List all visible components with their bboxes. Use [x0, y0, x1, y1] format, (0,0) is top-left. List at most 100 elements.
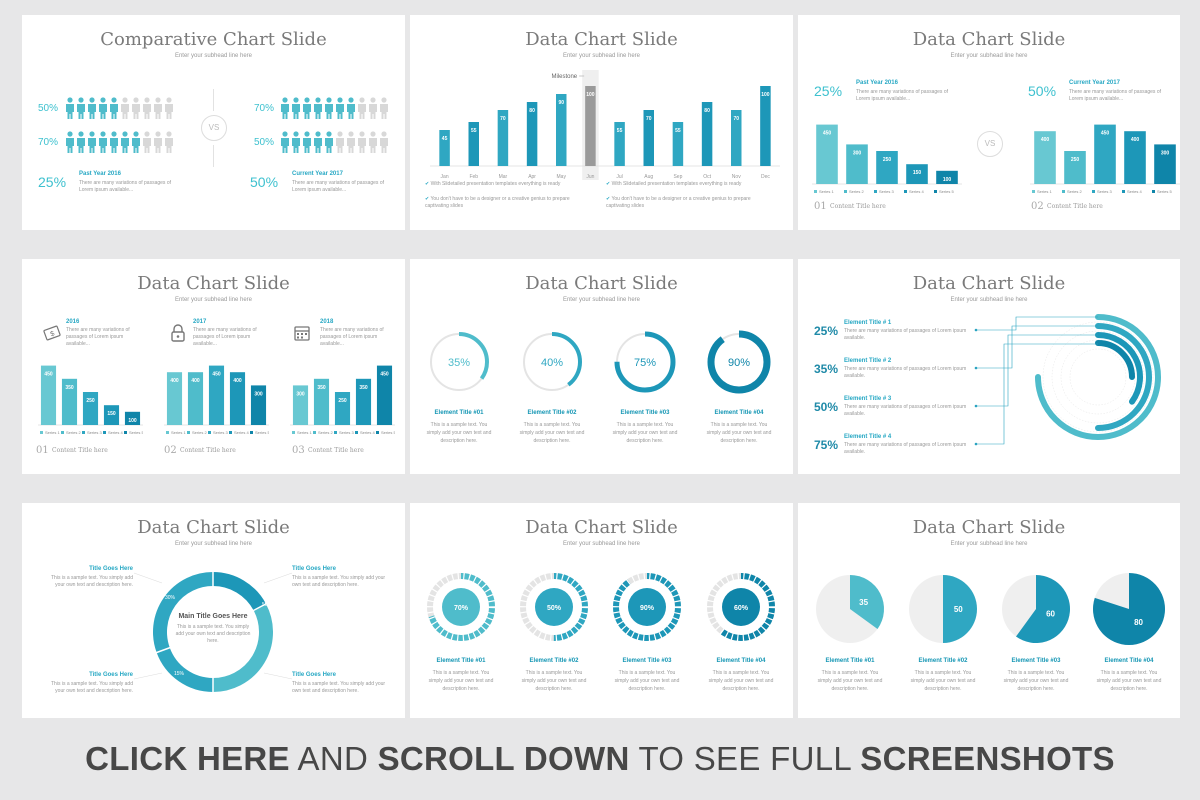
monthly-bar-chart: Milestone 45 Jan 55 Feb 70 Mar 80 Apr 90 May 100 Jun… [430, 70, 780, 180]
bullet-item: ✔ With Slidetailed presentation template… [425, 181, 561, 187]
series-bar-chart: 300 350 250 350 450 Series 1 Series 2 Series 3 S… [290, 365, 395, 435]
element-desc: This is a sample text. You simply add yo… [1003, 670, 1069, 692]
legend-label: Series 3 [339, 430, 354, 435]
ring-ticks [706, 572, 776, 642]
person-icon [325, 97, 333, 119]
footer-call-to-action[interactable]: CLICK HERE AND SCROLL DOWN TO SEE FULL S… [0, 740, 1200, 778]
element-title: Element Title # 1 [844, 320, 892, 326]
percent-label: 35% [814, 362, 839, 376]
bar-value-label: 70 [646, 116, 652, 122]
ring-percent: 90% [640, 605, 655, 612]
x-tick-label: Nov [732, 174, 741, 180]
year-title: 2017 [193, 319, 207, 325]
svg-text:$: $ [49, 330, 55, 338]
bar [760, 86, 771, 166]
slide-radial-bar-chart[interactable]: Data Chart Slide Enter your subhead line… [798, 259, 1180, 474]
person-icon [369, 97, 377, 119]
legend-swatch [187, 431, 190, 434]
corner-desc: This is a sample text. You simply add yo… [292, 575, 386, 588]
legend-label: Series 4 [108, 430, 123, 435]
legend-label: Series 1 [171, 430, 186, 435]
x-tick-label: Jul [616, 174, 622, 180]
row2-percent: 50% [254, 137, 275, 148]
person-icon [358, 97, 366, 119]
bar [846, 144, 868, 184]
content-title: Content Title here [1047, 203, 1103, 210]
slide-pie-charts[interactable]: Data Chart Slide Enter your subhead line… [798, 503, 1180, 718]
bar [816, 124, 838, 184]
slide-dashed-rings[interactable]: Data Chart Slide Enter your subhead line… [410, 503, 793, 718]
legend-swatch [82, 431, 85, 434]
segment-label: 20% [255, 679, 266, 685]
content-title: Content Title here [308, 447, 364, 454]
guide-circle [1069, 348, 1127, 406]
bar-value-label: 400 [233, 378, 242, 384]
slide-donut-chart[interactable]: Data Chart Slide Enter your subhead line… [22, 503, 405, 718]
bar [103, 405, 120, 425]
footer-text: TO SEE FULL [629, 740, 861, 777]
legend-label: Series 2 [318, 430, 333, 435]
bar [229, 372, 246, 425]
slide-comparison-bar-charts[interactable]: Data Chart Slide Enter your subhead line… [798, 15, 1180, 230]
legend-swatch [904, 190, 907, 193]
bar-value-label: 150 [107, 411, 116, 417]
bar [643, 110, 654, 166]
slide-milestone-bar-chart[interactable]: Data Chart Slide Enter your subhead line… [410, 15, 793, 230]
element-title: Element Title #03 [622, 658, 672, 664]
connector-dot [974, 328, 978, 332]
bar [355, 378, 372, 425]
radial-arc [1095, 323, 1152, 431]
series-bar-chart: 400 400 450 400 300 Series 1 Series 2 Series 3 S… [164, 365, 269, 435]
vs-badge: VS [201, 115, 227, 141]
bar [672, 122, 684, 166]
bar-value-label: 90 [558, 100, 564, 106]
series-bar-chart: 450 350 250 150 100 Series 1 Series 2 Series 3 S… [38, 365, 143, 435]
slide-progress-rings[interactable]: Data Chart Slide Enter your subhead line… [410, 259, 793, 474]
bar [376, 365, 393, 425]
bar-value-label: 450 [1101, 131, 1110, 137]
person-icon [303, 131, 311, 153]
bar-value-label: 350 [317, 385, 326, 391]
bar-value-label: 350 [359, 385, 368, 391]
ring-center [442, 588, 480, 626]
legend-label: Series 5 [381, 430, 395, 435]
bar-value-label: 300 [254, 391, 263, 397]
row1-percent: 70% [254, 103, 275, 114]
person-icon [77, 97, 85, 119]
year-desc: There are many variations of passages of… [1069, 89, 1161, 102]
ring-percent: 60% [734, 605, 749, 612]
ring-center [535, 588, 573, 626]
person-icon [314, 97, 322, 119]
connector-line [976, 325, 1098, 369]
ring-progress [707, 330, 771, 394]
legend-swatch [1062, 190, 1065, 193]
bar-value-label: 300 [1161, 150, 1170, 156]
person-icon [66, 131, 74, 153]
legend-label: Series 1 [45, 430, 60, 435]
bar [292, 385, 309, 425]
vs-badge: VS [977, 131, 1003, 157]
slide-title: Data Chart Slide [525, 517, 678, 538]
x-tick-label: Mar [499, 174, 508, 180]
slide-comparative-chart[interactable]: Comparative Chart Slide Enter your subhe… [22, 15, 405, 230]
bullet-text: You don't have to be a designer or a cre… [425, 196, 570, 209]
person-icon [325, 131, 333, 153]
bar-value-label: 80 [704, 108, 710, 114]
bar-value-label: 400 [170, 378, 179, 384]
person-icon [121, 131, 129, 153]
person-icon [303, 97, 311, 119]
slide-title: Data Chart Slide [912, 273, 1066, 294]
slide-three-bar-charts[interactable]: Data Chart Slide Enter your subhead line… [22, 259, 405, 474]
corner-title: Title Goes Here [89, 566, 133, 572]
element-desc: This is a sample text. You simply add yo… [428, 670, 494, 692]
ring-progress [522, 332, 582, 392]
person-icon [99, 131, 107, 153]
slide-subhead: Enter your subhead line here [950, 541, 1028, 547]
bar-value-label: 55 [617, 128, 623, 134]
slide-subhead: Enter your subhead line here [174, 53, 253, 59]
donut-segment [153, 572, 214, 653]
legend-swatch [1032, 190, 1035, 193]
person-icon [143, 97, 151, 119]
year-desc: There are many variations of passages of… [193, 327, 257, 347]
year-desc: There are many variations of passages of… [66, 327, 130, 347]
